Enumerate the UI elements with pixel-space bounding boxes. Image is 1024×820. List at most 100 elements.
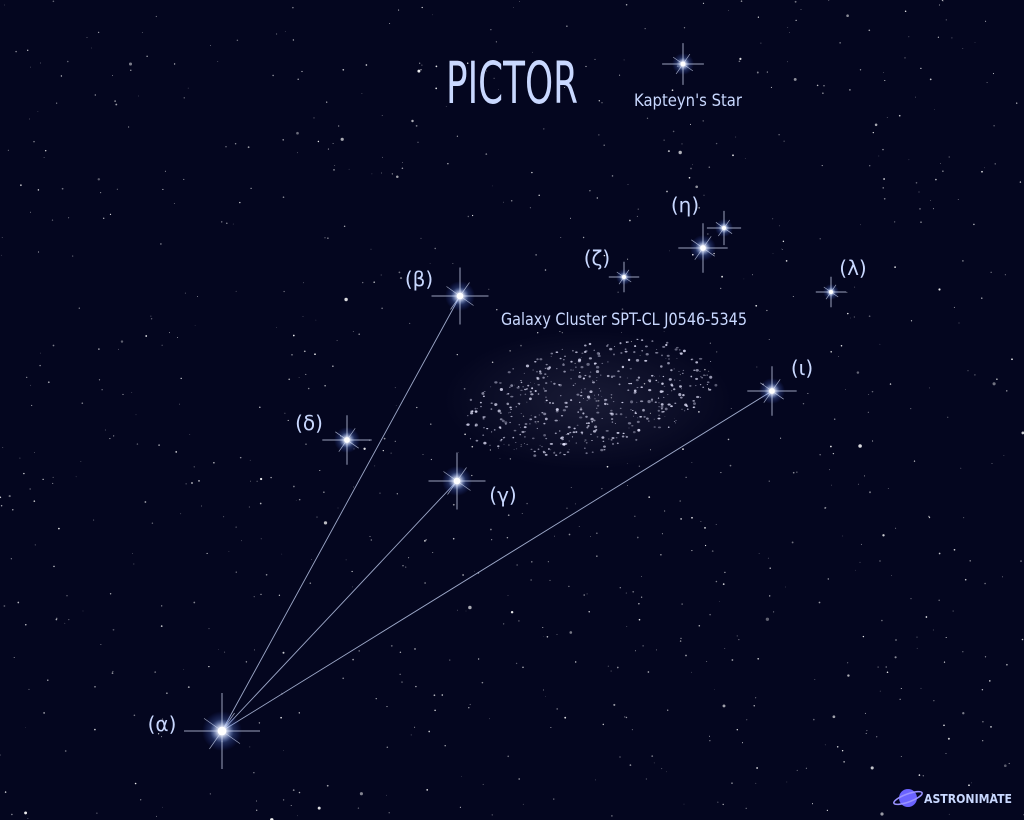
background-star (667, 150, 670, 153)
background-star (396, 493, 398, 495)
galaxy-dot (517, 402, 521, 405)
background-star (829, 469, 831, 471)
galaxy-dot (520, 446, 522, 448)
background-star (104, 429, 106, 431)
background-star (4, 791, 7, 793)
galaxy-dot (656, 349, 658, 350)
galaxy-dot (554, 451, 556, 453)
background-star (265, 574, 268, 576)
background-star (1011, 358, 1013, 361)
background-star (201, 505, 203, 507)
background-star (64, 622, 66, 624)
background-star (889, 383, 892, 385)
galaxy-dot (621, 401, 624, 404)
galaxy-dot (672, 388, 676, 391)
galaxy-dot (561, 438, 564, 441)
background-star (518, 620, 520, 622)
galaxy-dot (575, 366, 577, 368)
background-star (883, 197, 886, 200)
galaxy-dot (476, 408, 478, 409)
galaxy-dot (474, 407, 477, 410)
background-star (792, 296, 794, 297)
background-star (680, 518, 682, 520)
galaxy-dot (595, 407, 598, 409)
background-star (97, 178, 101, 181)
background-star (991, 463, 993, 464)
background-star (828, 0, 830, 1)
background-star (467, 62, 469, 64)
background-star (941, 0, 944, 1)
background-star (859, 561, 861, 563)
star-alpha (184, 693, 260, 769)
background-star (515, 662, 518, 665)
background-star (292, 39, 295, 41)
background-star (247, 146, 250, 149)
background-star (430, 458, 433, 461)
background-star (239, 456, 242, 459)
background-star (769, 567, 771, 569)
background-star (894, 221, 896, 223)
background-star (314, 353, 316, 356)
background-star (596, 555, 598, 557)
background-star (984, 656, 987, 658)
galaxy-dot (475, 439, 479, 442)
galaxy-dot (636, 338, 639, 341)
background-star (918, 774, 921, 776)
galaxy-dot (592, 430, 597, 433)
galaxy-dot (659, 375, 661, 377)
background-star (241, 540, 242, 542)
galaxy-dot (661, 390, 664, 393)
background-star (42, 478, 44, 480)
background-star (795, 19, 797, 21)
background-star (982, 720, 984, 723)
background-star (223, 516, 225, 518)
background-star (324, 237, 326, 239)
background-star (164, 170, 166, 172)
background-star (628, 219, 631, 222)
galaxy-dot (544, 390, 548, 392)
galaxy-dot (701, 377, 703, 379)
background-star (862, 635, 865, 638)
background-star (984, 167, 985, 169)
background-star (974, 41, 976, 43)
galaxy-dot (526, 444, 528, 445)
galaxy-dot (499, 418, 503, 421)
galaxy-dot (500, 438, 503, 441)
galaxy-dot (606, 344, 609, 346)
galaxy-dot (597, 354, 601, 358)
background-star (29, 118, 30, 120)
galaxy-dot (502, 437, 505, 439)
galaxy-dot (596, 411, 600, 414)
background-star (881, 619, 883, 622)
background-star (568, 533, 571, 536)
background-star (886, 117, 888, 118)
galaxy-dot (639, 400, 644, 403)
background-star (226, 222, 228, 224)
background-star (849, 317, 851, 319)
background-star (824, 507, 826, 509)
background-star (920, 221, 922, 223)
background-star (98, 348, 100, 350)
background-star (635, 650, 636, 652)
background-star (962, 48, 964, 49)
background-star (401, 681, 403, 683)
background-star (984, 582, 986, 585)
background-star (458, 451, 459, 453)
background-star (644, 28, 646, 30)
background-star (899, 698, 901, 700)
background-star (319, 469, 321, 472)
background-star (250, 187, 252, 190)
logo-text: ASTRONIMATE (924, 792, 1012, 806)
background-star (920, 67, 922, 70)
galaxy-dot (596, 404, 600, 407)
background-star (1006, 390, 1008, 392)
galaxy-dot (580, 357, 582, 358)
galaxy-dot (598, 353, 601, 355)
background-star (943, 724, 945, 727)
background-star (1016, 102, 1018, 104)
galaxy-dot (679, 396, 683, 399)
background-star (189, 434, 191, 435)
background-star (661, 533, 663, 535)
galaxy-dot (541, 446, 543, 448)
galaxy-dot (566, 451, 570, 453)
